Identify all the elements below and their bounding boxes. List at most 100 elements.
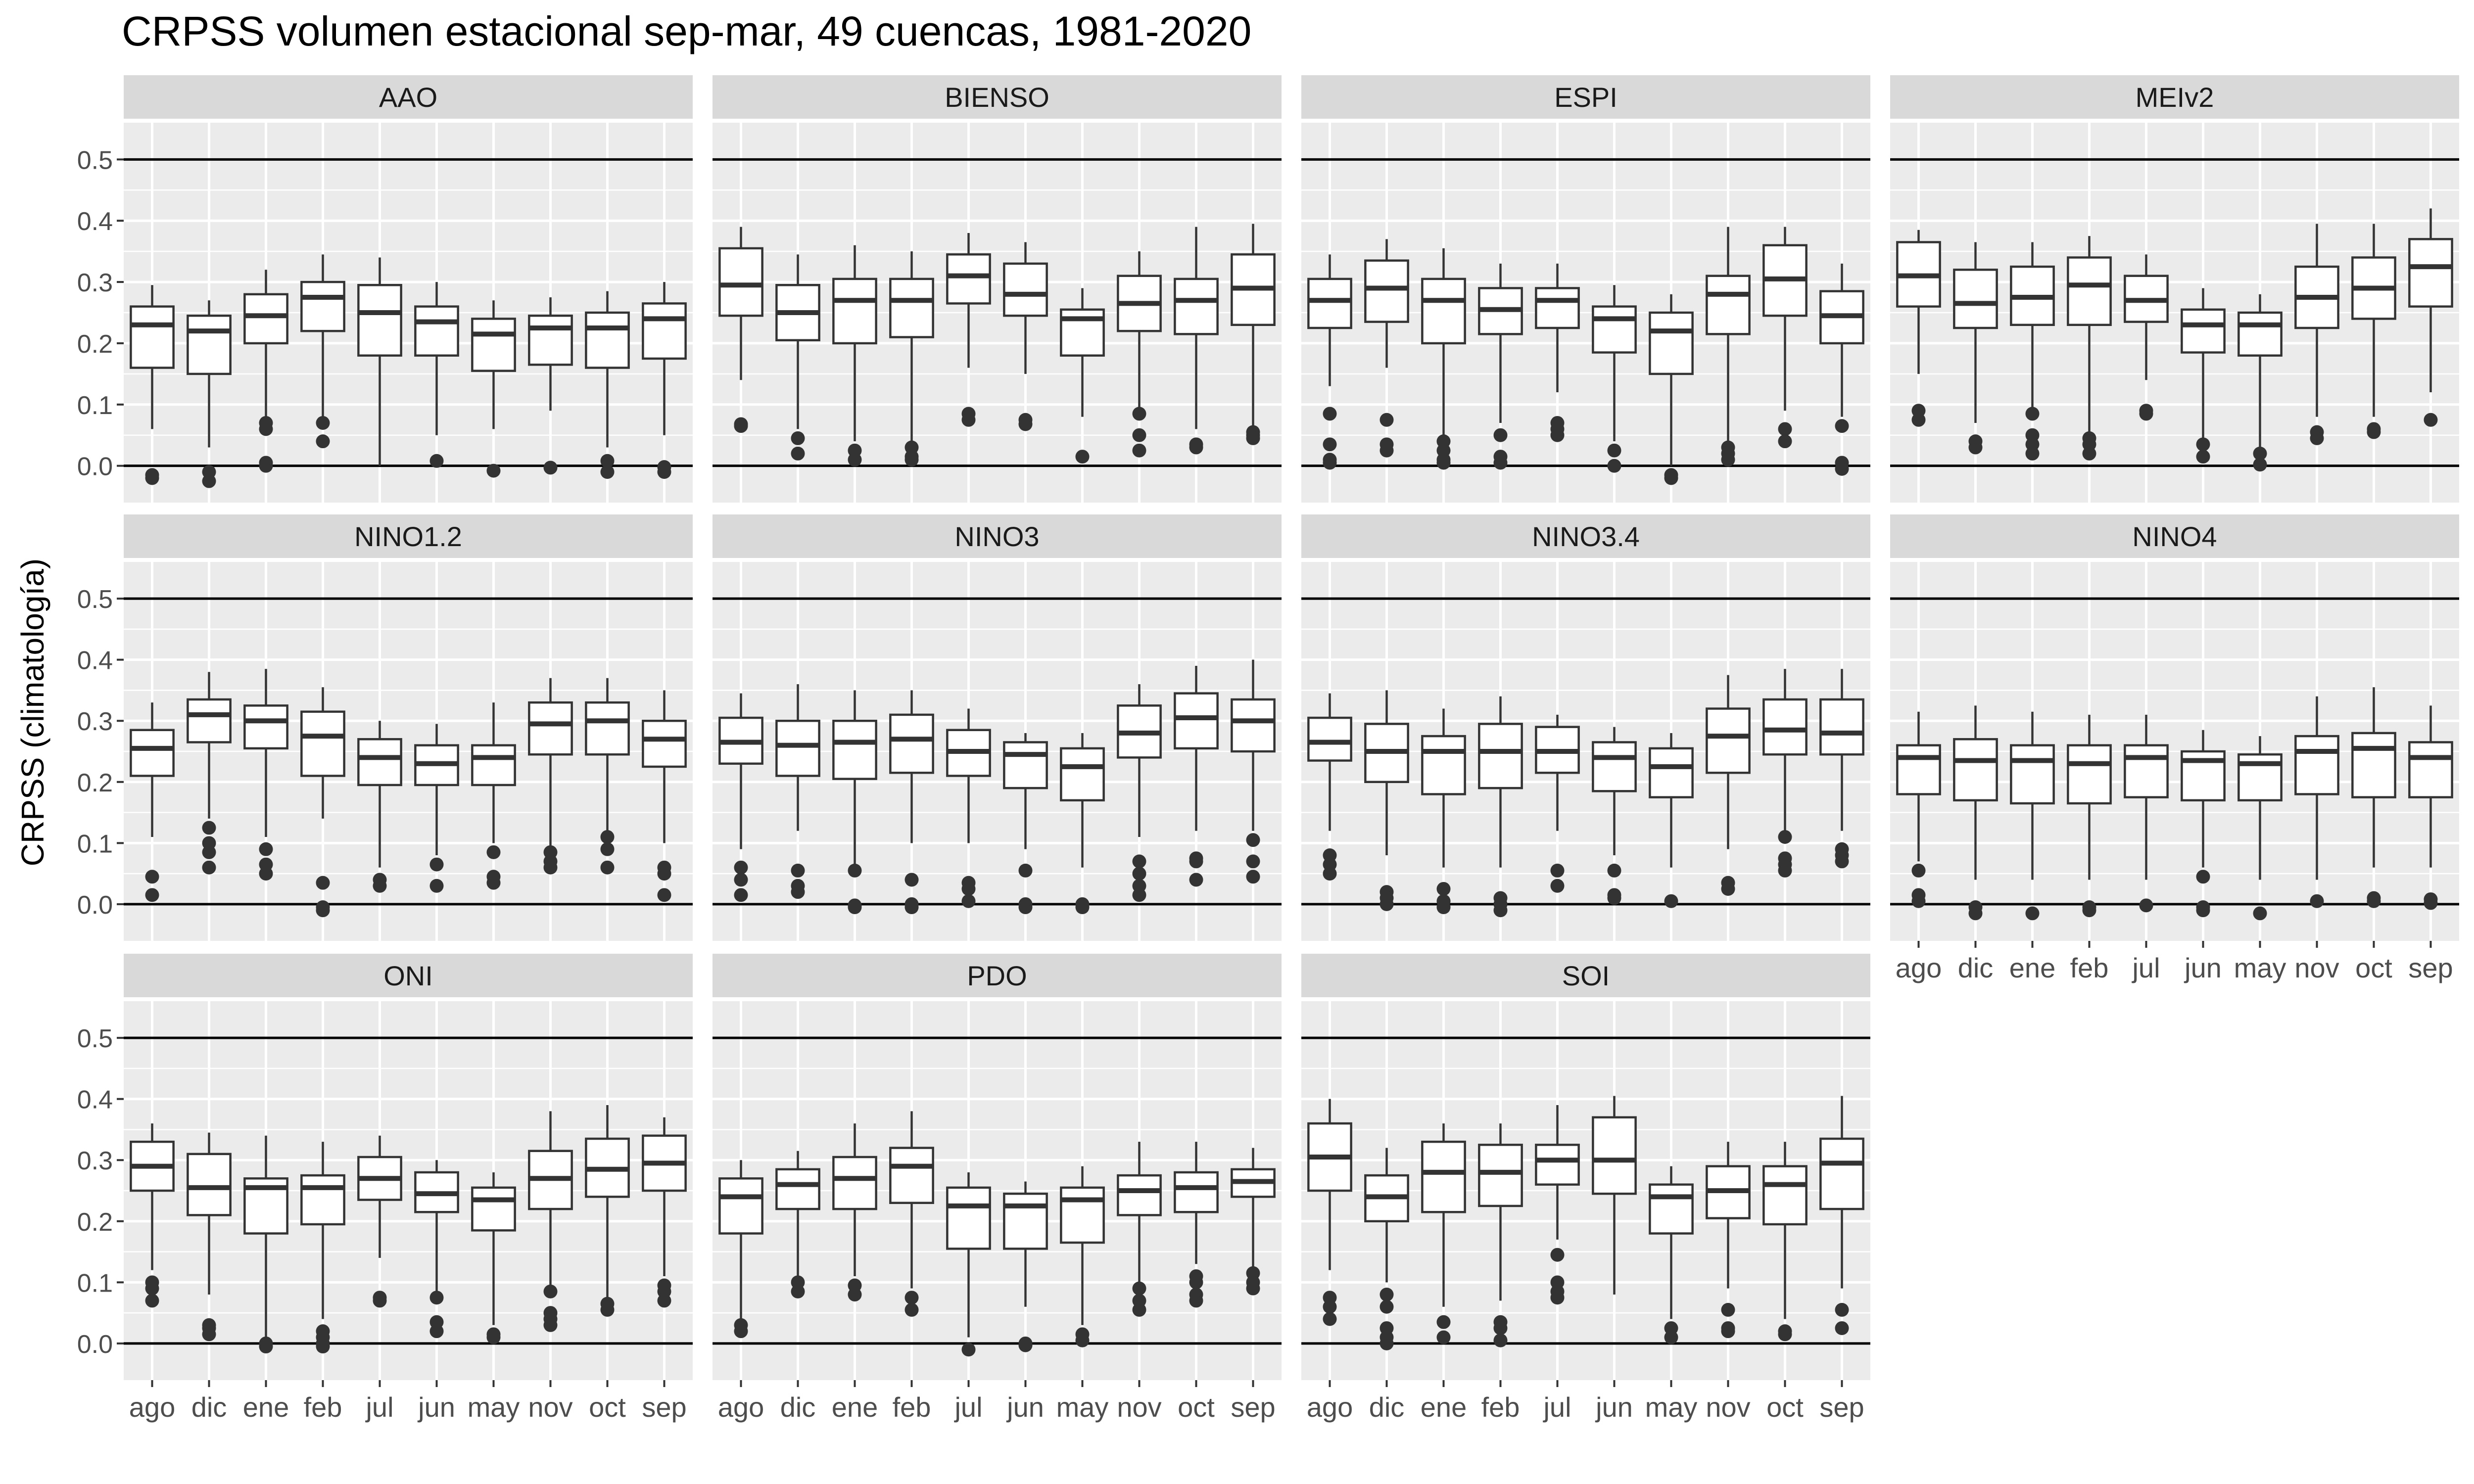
facet-label: NINO4 (2132, 521, 2217, 552)
boxplot-nov (1706, 1142, 1751, 1339)
boxplot-jul (1535, 263, 1580, 442)
boxplot-dic (1953, 705, 1998, 921)
boxplot-jun (1592, 285, 1637, 473)
boxplot-sep (2408, 705, 2453, 910)
boxplot-sep (1231, 659, 1276, 884)
outlier-point (791, 863, 805, 878)
x-tick-label: jul (953, 1391, 982, 1423)
iqr-box (1003, 262, 1048, 317)
outlier-point (1968, 906, 1983, 921)
iqr-box (1592, 305, 1637, 354)
outlier-point (1911, 863, 1926, 878)
x-tick-label: oct (589, 1391, 626, 1423)
boxplot-oct (2351, 224, 2396, 439)
outlier-point (1018, 900, 1033, 915)
outlier-point (259, 422, 273, 436)
outlier-point (961, 881, 976, 896)
iqr-box (642, 719, 687, 768)
x-tick-label: dic (191, 1391, 227, 1423)
y-tick-label: 0.1 (77, 830, 113, 858)
facet-label: NINO1.2 (354, 521, 462, 552)
outlier-point (791, 431, 805, 445)
iqr-box (2181, 308, 2226, 354)
outlier-point (600, 465, 615, 479)
outlier-point (734, 1324, 748, 1339)
outlier-point (429, 454, 444, 468)
iqr-box (946, 253, 991, 305)
facet-panel-oni: ONI 0.0 0.1 0.2 0.3 0.4 0.5 ago dic ene feb jul jun m… (77, 954, 693, 1423)
outlier-point (1018, 417, 1033, 431)
y-tick-label: 0.2 (77, 769, 113, 797)
outlier-point (145, 1294, 159, 1308)
iqr-box (187, 1153, 232, 1216)
outlier-point (2196, 437, 2210, 452)
iqr-box (946, 1186, 991, 1250)
outlier-point (202, 474, 216, 488)
boxplot-sep (1231, 1148, 1276, 1296)
outlier-point (734, 888, 748, 902)
x-tick-label: feb (304, 1391, 342, 1423)
y-tick-label: 0.0 (77, 891, 113, 920)
outlier-point (1018, 1338, 1033, 1352)
boxplot-oct (1762, 1142, 1808, 1342)
boxplot-jul (1535, 714, 1580, 893)
outlier-point (1664, 471, 1678, 485)
outlier-point (1778, 863, 1792, 878)
iqr-box (187, 314, 232, 375)
boxplot-ene (1421, 1123, 1466, 1345)
outlier-point (1664, 894, 1678, 908)
iqr-box (1003, 741, 1048, 789)
outlier-point (734, 873, 748, 887)
iqr-box (2067, 744, 2112, 805)
boxplot-nov (1117, 251, 1162, 458)
outlier-point (1550, 863, 1565, 878)
iqr-box (528, 701, 573, 756)
outlier-point (1323, 437, 1337, 452)
iqr-box (1649, 1183, 1694, 1235)
outlier-point (1246, 1281, 1260, 1296)
boxplot-dic (1364, 690, 1409, 911)
x-tick-label: ago (718, 1391, 764, 1423)
iqr-box (471, 744, 516, 787)
outlier-point (1436, 1330, 1451, 1345)
boxplot-nov (1706, 227, 1751, 467)
facet-label: BIENSO (945, 82, 1049, 113)
boxplot-ago (718, 693, 763, 902)
facet-label: MEIv2 (2136, 82, 2214, 113)
iqr-box (1706, 707, 1751, 774)
outlier-point (600, 1302, 615, 1317)
boxplot-ago (1896, 230, 1941, 427)
iqr-box (2067, 256, 2112, 326)
outlier-point (734, 860, 748, 875)
x-tick-label: jul (365, 1391, 393, 1423)
boxplot-ago (130, 702, 175, 902)
boxplot-ene (1421, 708, 1466, 915)
boxplot-dic (1364, 1148, 1409, 1350)
iqr-box (1231, 698, 1276, 753)
outlier-point (373, 1294, 387, 1308)
x-tick-label: feb (2070, 952, 2109, 983)
boxplot-oct (1762, 669, 1808, 878)
outlier-point (791, 1284, 805, 1298)
iqr-box (1953, 269, 1998, 329)
iqr-box (889, 278, 934, 338)
iqr-box (832, 1156, 877, 1210)
outlier-point (1911, 894, 1926, 908)
x-tick-label: ene (832, 1391, 878, 1423)
outlier-point (848, 1288, 862, 1302)
x-tick-label: may (468, 1391, 520, 1423)
outlier-point (1380, 1299, 1394, 1314)
boxplot-ene (243, 669, 288, 881)
outlier-point (259, 459, 273, 473)
outlier-point (1721, 453, 1735, 467)
x-tick-label: sep (1231, 1391, 1275, 1423)
y-tick-label: 0.4 (77, 1086, 113, 1114)
y-tick-label: 0.5 (77, 1024, 113, 1053)
facet-panel-nino4: NINO4 ago dic ene feb jul jun may nov oct sep (1890, 514, 2459, 983)
iqr-box (130, 305, 175, 369)
iqr-box (1762, 1165, 1808, 1226)
outlier-point (1189, 1294, 1203, 1308)
y-axis-label: CRPSS (climatología) (15, 558, 50, 866)
outlier-point (543, 860, 558, 875)
boxplot-jul (357, 1135, 402, 1308)
